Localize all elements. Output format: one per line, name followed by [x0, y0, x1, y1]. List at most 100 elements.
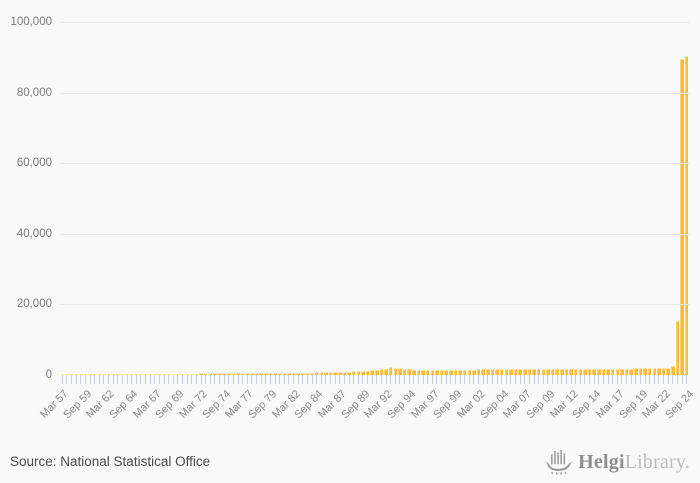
axis-tick-mark	[177, 375, 179, 384]
axis-tick-mark	[459, 375, 461, 384]
bar-slot	[527, 22, 532, 375]
plot-area: Mar 57 Sep 59 Mar 62 Sep 64 Mar 67 Sep 69 Mar …	[38, 22, 696, 421]
tick-slot	[268, 375, 273, 384]
bar-slot	[666, 22, 671, 375]
helgi-library-logo[interactable]: HelgiLibrary.	[546, 450, 690, 475]
axis-tick-mark	[140, 375, 142, 384]
bar	[176, 374, 180, 375]
bar	[393, 368, 398, 375]
axis-tick-mark	[149, 375, 151, 384]
bar-slot	[342, 22, 347, 375]
axis-tick-mark	[552, 375, 554, 384]
axis-tick-mark	[501, 375, 503, 384]
bar	[199, 373, 203, 375]
bar-slot	[365, 22, 370, 375]
tick-slot	[536, 375, 541, 384]
bar	[680, 59, 684, 375]
tick-slot	[402, 375, 407, 384]
tick-slot	[435, 375, 440, 384]
axis-tick-mark	[505, 375, 507, 384]
axis-tick-mark	[172, 375, 174, 384]
bar-slot	[291, 22, 296, 375]
y-axis-label: 40,000	[16, 228, 52, 240]
tick-slot	[467, 375, 472, 384]
bar-slot	[643, 22, 648, 375]
bar-slot	[564, 22, 569, 375]
bar-slot	[277, 22, 282, 375]
axis-tick-mark	[390, 375, 392, 384]
bar-slot	[472, 22, 477, 375]
tick-slot	[217, 375, 222, 384]
tick-slot	[92, 375, 97, 384]
bar-slot	[282, 22, 287, 375]
bar	[671, 366, 675, 375]
bar-slot	[143, 22, 148, 375]
bar-slot	[102, 22, 107, 375]
bar-slot	[97, 22, 102, 375]
bar-slot	[338, 22, 343, 375]
axis-tick-mark	[658, 375, 660, 384]
bar	[162, 374, 166, 375]
bar-slot	[180, 22, 185, 375]
tick-slot	[180, 375, 185, 384]
tick-slot	[486, 375, 491, 384]
bar-slot	[227, 22, 232, 375]
bar	[180, 374, 185, 375]
bar	[102, 374, 106, 375]
bar	[97, 374, 102, 375]
tick-slot	[458, 375, 463, 384]
tick-slot	[388, 375, 393, 384]
tick-slot	[560, 375, 565, 384]
axis-tick-mark	[279, 375, 281, 384]
bar-slot	[190, 22, 195, 375]
bar	[310, 373, 314, 375]
bar-slot	[657, 22, 662, 375]
bar-slot	[416, 22, 421, 375]
bar-slot	[60, 22, 65, 375]
tick-slot	[134, 375, 139, 384]
tick-slot	[532, 375, 537, 384]
tick-slot	[185, 375, 190, 384]
bar	[254, 373, 259, 375]
axis-tick-mark	[283, 375, 285, 384]
bar	[319, 372, 324, 375]
tick-slot	[277, 375, 282, 384]
bar	[555, 369, 559, 375]
y-axis-label: 0	[45, 369, 52, 381]
bar-slot	[536, 22, 541, 375]
bar	[620, 369, 624, 375]
tick-slot	[592, 375, 597, 384]
bar	[111, 374, 115, 375]
bar	[88, 374, 92, 375]
bar-slot	[148, 22, 153, 375]
axis-tick-mark	[357, 375, 359, 384]
axis-tick-mark	[371, 375, 373, 384]
bar-slot	[240, 22, 245, 375]
bar-slot	[125, 22, 130, 375]
axis-tick-mark	[135, 375, 137, 384]
tick-slot	[624, 375, 629, 384]
bar-slot	[462, 22, 467, 375]
tick-slot	[365, 375, 370, 384]
tick-slot	[629, 375, 634, 384]
axis-tick-mark	[71, 375, 73, 384]
tick-slot	[462, 375, 467, 384]
bar	[74, 374, 78, 375]
bar	[379, 369, 384, 375]
bar	[222, 373, 226, 375]
tick-slot	[60, 375, 65, 384]
axis-tick-mark	[251, 375, 253, 384]
tick-slot	[259, 375, 264, 384]
axis-tick-mark	[228, 375, 230, 384]
tick-slot	[310, 375, 315, 384]
bar	[453, 370, 458, 375]
tick-slot	[79, 375, 84, 384]
bar-slot	[453, 22, 458, 375]
bar	[643, 368, 647, 375]
bar-slot	[606, 22, 611, 375]
bar	[287, 373, 291, 375]
tick-slot	[430, 375, 435, 384]
bar	[324, 372, 328, 375]
axis-tick-mark	[316, 375, 318, 384]
axis-tick-mark	[579, 375, 581, 384]
